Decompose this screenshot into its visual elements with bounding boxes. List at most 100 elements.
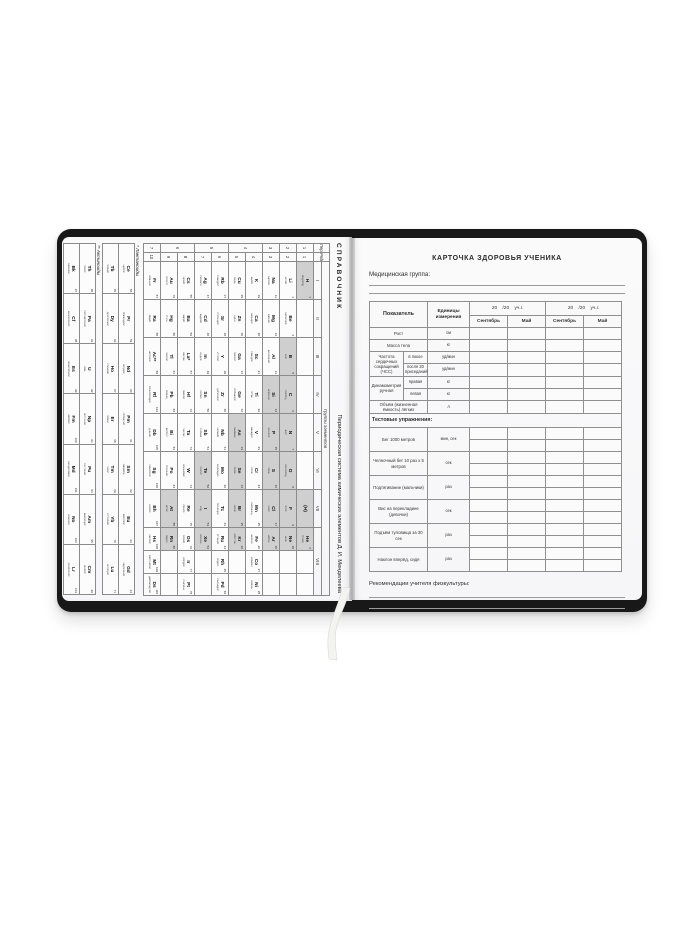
element-cell: 65 Tb Тербий	[102, 243, 119, 294]
element-cell	[262, 573, 280, 596]
lanthanides-table: 58 Ce Церий 59 Pr Празеодим 60 Nd Неодим 61 Pm Пром…	[102, 243, 135, 595]
value-cell	[469, 487, 509, 501]
element-symbol: I	[201, 507, 207, 510]
table-row: Рост см	[368, 327, 623, 340]
atomic-number: 94	[90, 489, 95, 493]
element-cell: 89 Ac** Актиний	[143, 337, 161, 376]
element-name: Таллий	[164, 352, 167, 361]
atomic-number: 56	[189, 332, 194, 336]
element-name: Цинк	[232, 315, 235, 322]
element-cell: 62 Sm Самарий	[118, 444, 135, 495]
atomic-number: 64	[129, 589, 134, 593]
element-cell: 33 As Мышьяк	[228, 413, 246, 452]
page-header: СПРАВОЧНИК	[335, 243, 342, 311]
element-cell: 74 W Вольфрам	[177, 451, 195, 490]
value-cell	[583, 523, 623, 537]
element-cell: 58 Ce Церий	[118, 243, 135, 294]
element-cell: 61 Pm Прометий	[118, 393, 135, 445]
element-cell: 78 Pt Платина	[177, 573, 195, 596]
element-symbol: H	[303, 278, 309, 283]
periodic-table-row: 6 8 55 Cs Цезий 56 Ba Барий 57 La* Лантан 72 Hf Гафни…	[160, 243, 195, 596]
element-name: Платина	[181, 579, 184, 590]
atomic-number: 87	[155, 294, 160, 298]
element-cell: 19 K Калий	[245, 261, 263, 300]
element-symbol: Na	[269, 277, 275, 284]
element-cell: 48 Cd Кадмий	[194, 299, 212, 338]
element-cell: 6 C Углерод	[279, 375, 297, 414]
atomic-number: 96	[90, 589, 95, 593]
element-symbol: Br	[235, 505, 241, 512]
table-row: Подтягивание (мальчики) раз	[368, 475, 623, 501]
element-symbol: Ag	[201, 277, 207, 284]
element-name: Неон	[283, 535, 286, 543]
atomic-number: 33	[240, 446, 245, 450]
value-cell	[545, 399, 585, 415]
element-cell: 38 Sr Стронций	[211, 299, 229, 338]
atomic-number: 21	[257, 370, 262, 374]
element-name: Золото	[164, 275, 167, 286]
value-cell	[469, 363, 509, 377]
atomic-number: 58	[129, 288, 134, 293]
element-symbol: Mn	[252, 505, 258, 512]
atomic-number: 8	[291, 486, 296, 488]
atomic-number: 42	[223, 484, 228, 488]
row-number: 7	[194, 252, 212, 262]
periodic-table-row: 2 2 3 Li Литий 4 Be Бериллий 5 B Бор 6 C Углерод 7 N Азо…	[279, 243, 297, 596]
value-cell	[469, 399, 509, 415]
value-cell	[507, 327, 547, 340]
value-cell	[545, 439, 585, 453]
indicator-header: Показатель	[368, 301, 429, 328]
value-cell	[545, 547, 585, 561]
element-symbol: P	[269, 430, 275, 435]
value-cell	[583, 327, 623, 340]
element-symbol: Pm	[125, 415, 131, 423]
periods-header: Периоды	[313, 243, 330, 253]
element-cell	[296, 413, 314, 452]
element-name: Фтор	[283, 505, 286, 512]
element-symbol: Bi	[167, 430, 173, 435]
value-cell	[545, 327, 585, 340]
element-cell: 107 Bh Борий	[143, 489, 161, 528]
atomic-number: 49	[206, 370, 211, 374]
element-cell: 66 Dy Диспрозий	[102, 293, 119, 344]
value-cell	[583, 451, 623, 465]
element-name: Галлий	[232, 352, 235, 361]
period-number: 1	[296, 243, 314, 253]
element-cell: 3 Li Литий	[279, 261, 297, 300]
element-cell: 100 Fm Фермий	[63, 393, 80, 445]
element-name: Цезий	[181, 276, 184, 285]
atomic-number: 46	[223, 590, 228, 595]
table-row: Челночный бег 10 раз х 5 метров сек	[368, 451, 623, 477]
element-cell: 101 Md Менделевий	[63, 444, 80, 495]
element-cell: 56 Ba Барий	[177, 299, 195, 338]
indicator-label: Подъём туловища за 30 сек	[368, 523, 429, 549]
unit-cell: раз	[427, 475, 471, 501]
atomic-number: 92	[90, 389, 95, 393]
element-symbol: Tm	[109, 465, 115, 473]
element-cell: 55 Cs Цезий	[177, 261, 195, 300]
element-name: Азот	[283, 429, 286, 436]
element-name: Барий	[181, 314, 184, 323]
element-symbol: Cs	[184, 277, 190, 284]
element-name: Литий	[283, 276, 286, 285]
element-symbol: Cm	[86, 565, 92, 574]
ribbon-bookmark	[327, 587, 351, 661]
element-cell: 70 Yb Иттербий	[102, 494, 119, 545]
element-cell: 72 Hf Гафний	[177, 375, 195, 414]
element-cell: (H)	[296, 489, 314, 528]
element-symbol: Eu	[125, 516, 131, 523]
element-cell: 47 Ag Серебро	[194, 261, 212, 300]
element-symbol: Y	[218, 354, 224, 359]
element-cell: 30 Zn Цинк	[228, 299, 246, 338]
value-cell	[469, 327, 509, 340]
row-number: 9	[160, 252, 178, 262]
element-name: Железо	[249, 534, 252, 544]
element-symbol: Re	[184, 505, 190, 512]
element-cell: 102 No Нобелий	[63, 494, 80, 545]
element-symbol: W	[184, 468, 190, 473]
periodic-table-title: Периодическая система химических элемент…	[336, 414, 342, 594]
value-cell	[507, 487, 547, 501]
element-cell: 10 Ne Неон	[279, 527, 297, 551]
element-symbol: K	[252, 278, 258, 283]
element-symbol: Nd	[125, 365, 131, 373]
